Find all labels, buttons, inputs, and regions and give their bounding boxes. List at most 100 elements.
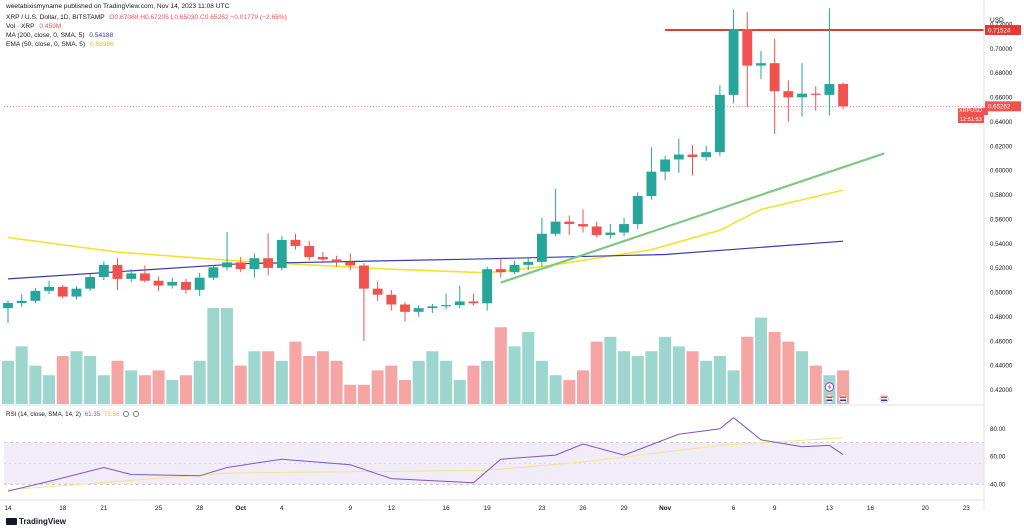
price-tick-label: 0.58000 — [990, 192, 1013, 199]
us-flag-event-icon — [838, 394, 848, 404]
candle-body — [509, 264, 520, 273]
volume-bar — [508, 346, 521, 404]
volume-bar — [221, 308, 234, 404]
candles — [3, 8, 849, 342]
price-tick-label: 0.56000 — [990, 216, 1013, 223]
volume-bar — [782, 341, 795, 404]
candle-body — [359, 265, 369, 289]
resistance-price-tag-bg — [985, 24, 1021, 35]
candle-body — [687, 154, 698, 158]
rsi-tick-label: 60.00 — [990, 454, 1006, 461]
candle-body — [30, 290, 41, 301]
volume-bar — [481, 360, 494, 404]
candle-body — [701, 152, 712, 158]
lightning-glyph-icon — [827, 384, 832, 390]
volume-bar — [97, 375, 110, 404]
candle-body — [331, 259, 342, 262]
time-tick-label: Oct — [235, 505, 247, 512]
volume-bar — [152, 370, 165, 404]
us-flag-event-icon-stripe — [840, 399, 847, 402]
volume-bar — [385, 365, 398, 404]
volume-bar — [138, 375, 151, 404]
candle-body — [57, 286, 68, 297]
time-tick-label: 16 — [443, 505, 451, 512]
ema-value: 0.58386 — [90, 41, 114, 48]
candle-body — [769, 63, 780, 92]
candle-body — [578, 224, 588, 227]
candle-body — [153, 280, 164, 286]
volume-bar — [15, 346, 28, 404]
ema-legend: EMA (50, close, 0, SMA, 5) 0.58386 — [6, 41, 114, 49]
volume-bar — [412, 360, 425, 404]
candle-body — [427, 306, 438, 309]
price-tick-label: 0.62000 — [990, 143, 1013, 150]
price-tick-label: 0.68000 — [990, 70, 1013, 77]
candle-body — [660, 159, 671, 172]
volume-bar — [330, 360, 343, 404]
time-tick-label: 23 — [538, 505, 546, 512]
price-tick-label: 0.64000 — [990, 119, 1013, 126]
us-flag-event-icon-stripe — [881, 396, 888, 399]
volume-bar — [398, 380, 412, 404]
candle-body — [441, 305, 452, 307]
rsi-pane — [4, 417, 984, 492]
eye-icon[interactable] — [123, 411, 130, 418]
volume-bars — [1, 308, 850, 404]
time-tick-label: 28 — [196, 505, 204, 512]
us-flag-event-icon-stripe — [826, 399, 833, 402]
volume-bar — [659, 336, 672, 404]
candle-body — [345, 261, 356, 266]
candle-body — [454, 301, 465, 306]
candle-body — [44, 286, 54, 291]
candle-body — [194, 277, 205, 290]
price-tick-label: 0.72000 — [990, 21, 1013, 28]
price-tick-label: 0.52000 — [990, 265, 1013, 272]
candle-body — [550, 221, 561, 234]
candle-body — [619, 224, 629, 233]
candle-body — [400, 304, 410, 312]
resistance-price-tag: 0.71524 — [988, 27, 1011, 34]
volume-bar — [549, 375, 562, 404]
ma-legend: MA (200, close, 0, SMA, 5) 0.54188 — [6, 32, 113, 40]
price-tick-label: 0.46000 — [990, 338, 1013, 345]
price-tick-label: 0.50000 — [990, 290, 1013, 297]
candle-body — [317, 256, 328, 260]
candle-body — [632, 196, 643, 225]
volume-bar — [768, 332, 781, 404]
volume-bar — [754, 317, 767, 404]
candle-body — [222, 262, 232, 268]
time-tick-label: 9 — [348, 505, 352, 512]
candle-body — [290, 239, 301, 246]
candle-body — [536, 233, 547, 262]
candle-body — [564, 221, 575, 225]
publisher-line: weetabixismyname published on TradingVie… — [6, 3, 230, 10]
volume-bar — [84, 356, 97, 404]
time-tick-label: 14 — [4, 505, 12, 512]
candle-body — [824, 84, 835, 95]
tradingview-logo: TradingView — [6, 517, 66, 526]
candle-body — [797, 93, 807, 98]
last-price-tag-bg — [985, 101, 1021, 112]
volume-bar — [440, 360, 453, 404]
us-flag-event-icon — [879, 394, 889, 404]
candle-body — [756, 63, 766, 66]
settings-icon[interactable] — [132, 411, 139, 418]
volume-bar — [275, 360, 288, 404]
countdown-tag-bg — [958, 115, 984, 123]
volume-bar — [563, 380, 576, 404]
volume-bar — [125, 370, 138, 404]
candle-body — [605, 232, 616, 236]
candle-body — [591, 226, 602, 236]
candle-body — [181, 281, 191, 290]
price-tick-label: 0.66000 — [990, 95, 1013, 102]
price-tick-label: 0.42000 — [990, 387, 1013, 394]
volume-bar — [248, 351, 261, 404]
time-tick-label: Nov — [659, 505, 672, 512]
us-flag-event-icon-stripe — [826, 396, 833, 399]
volume-bar — [494, 327, 507, 404]
volume-bar — [604, 336, 617, 404]
countdown-tag: 12:51:53 — [960, 117, 982, 123]
volume-bar — [727, 370, 740, 404]
candle-body — [16, 300, 27, 304]
